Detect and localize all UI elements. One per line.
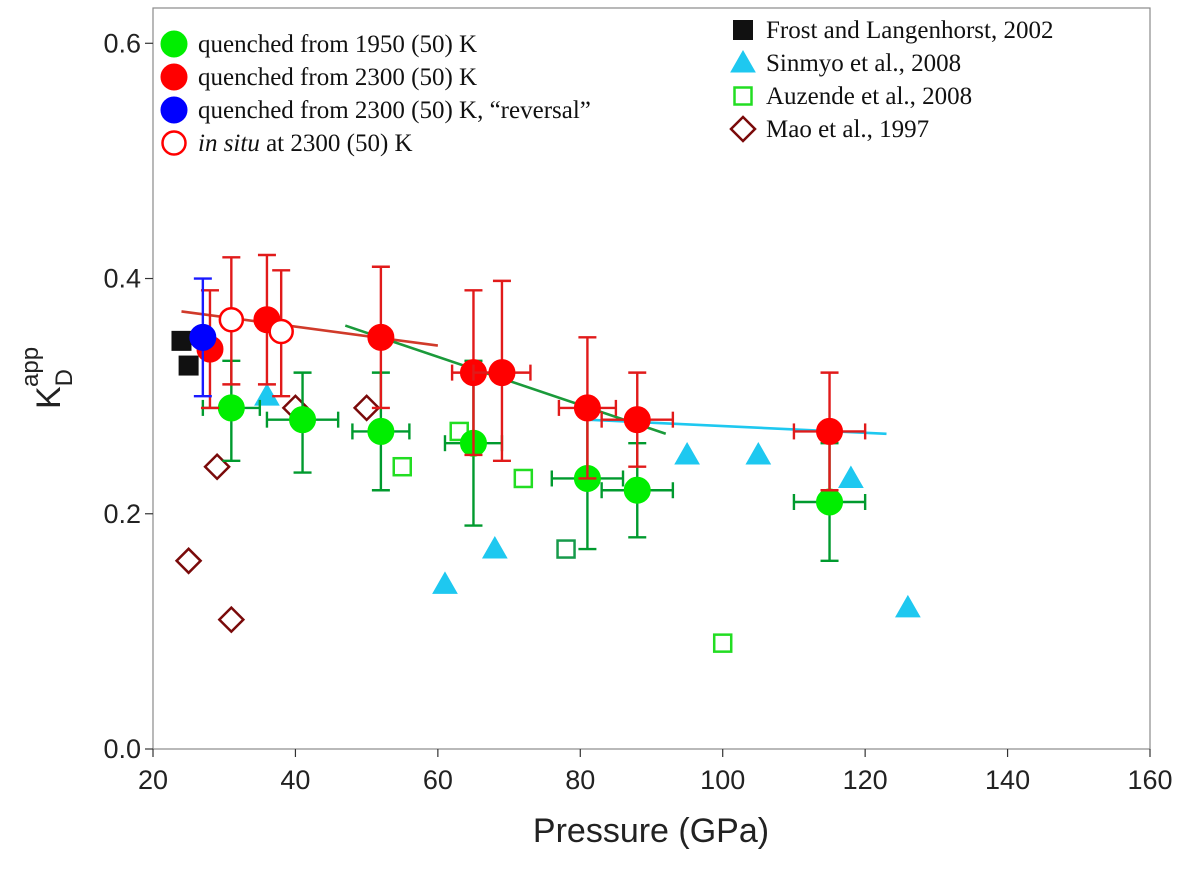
data-point <box>674 441 700 465</box>
y-axis-title-base: K <box>30 386 68 409</box>
data-point <box>623 476 651 504</box>
data-point <box>254 383 280 406</box>
data-point <box>268 318 294 345</box>
x-tick-label: 80 <box>565 765 595 795</box>
legend-marker-frost <box>733 20 753 40</box>
plot-frame <box>152 7 1151 750</box>
data-point <box>189 323 217 351</box>
legend: quenched from 1950 (50) K quenched from 2… <box>160 17 1053 157</box>
x-tick-label: 40 <box>280 765 310 795</box>
data-point <box>171 330 192 351</box>
y-axis-title: KDapp <box>17 347 78 409</box>
data-point <box>573 394 601 422</box>
data-point <box>816 488 844 516</box>
data-point <box>712 633 733 653</box>
y-tick-label: 0.0 <box>103 734 141 764</box>
data-point <box>488 359 516 387</box>
data-point <box>289 406 317 434</box>
data-point <box>178 355 199 376</box>
data-point <box>745 441 772 465</box>
legend-label-sinmyo: Sinmyo et al., 2008 <box>766 50 961 77</box>
data-point <box>367 417 395 445</box>
legend-label-mao: Mao et al., 1997 <box>766 116 929 143</box>
y-axis-title-sub: D <box>51 369 78 386</box>
series-qrev <box>189 277 217 398</box>
data-point <box>392 456 412 477</box>
data-point <box>367 323 395 351</box>
data-point <box>623 406 651 434</box>
axes: 20 40 60 80 100 120 140 160 0.0 0.2 0.4 0.6 <box>103 28 1172 795</box>
legend-label-q1950: quenched from 1950 (50) K <box>198 31 477 58</box>
y-tick-label: 0.6 <box>103 28 141 58</box>
data-point <box>513 468 534 489</box>
y-axis-title-sup: app <box>17 347 44 387</box>
data-point <box>217 394 245 422</box>
svg-text:KDapp: KDapp <box>17 347 78 409</box>
data-point <box>838 465 864 488</box>
x-tick-label: 120 <box>843 765 888 795</box>
legend-marker-q1950 <box>160 30 188 58</box>
legend-marker-qrev <box>160 96 188 124</box>
y-tick-label: 0.4 <box>103 264 141 294</box>
data-point <box>895 594 921 618</box>
data-point <box>352 394 381 422</box>
x-tick-label: 140 <box>985 765 1030 795</box>
series-frost <box>171 330 199 376</box>
data-markers <box>171 253 921 653</box>
legend-label-q2300: quenched from 2300 (50) K <box>198 64 477 91</box>
data-point <box>481 536 508 559</box>
series-sinmyo <box>254 383 921 618</box>
data-point <box>816 417 844 445</box>
data-point <box>217 605 246 634</box>
legend-label-auzende: Auzende et al., 2008 <box>766 83 972 110</box>
x-tick-label: 160 <box>1127 765 1172 795</box>
data-point <box>218 306 245 333</box>
data-point <box>174 547 203 575</box>
data-point <box>432 571 458 594</box>
data-point <box>203 452 231 481</box>
legend-marker-sinmyo <box>730 49 756 73</box>
series-insitu <box>218 256 294 398</box>
series-q2300 <box>196 253 867 492</box>
legend-label-insitu: in situ at 2300 (50) K <box>198 130 413 157</box>
series-mao <box>174 394 381 634</box>
legend-marker-q2300 <box>160 63 188 91</box>
x-tick-label: 20 <box>138 765 168 795</box>
legend-label-frost: Frost and Langenhorst, 2002 <box>766 17 1053 44</box>
legend-label-qrev: quenched from 2300 (50) K, “reversal” <box>198 97 591 124</box>
x-tick-label: 60 <box>423 765 453 795</box>
series-auzende <box>392 421 733 653</box>
x-axis-title: Pressure (GPa) <box>533 812 769 850</box>
y-tick-label: 0.2 <box>103 499 141 529</box>
legend-marker-mao <box>729 115 757 143</box>
data-point <box>556 539 576 559</box>
legend-marker-auzende <box>733 86 753 106</box>
x-tick-label: 100 <box>700 765 745 795</box>
legend-marker-insitu <box>161 130 187 156</box>
